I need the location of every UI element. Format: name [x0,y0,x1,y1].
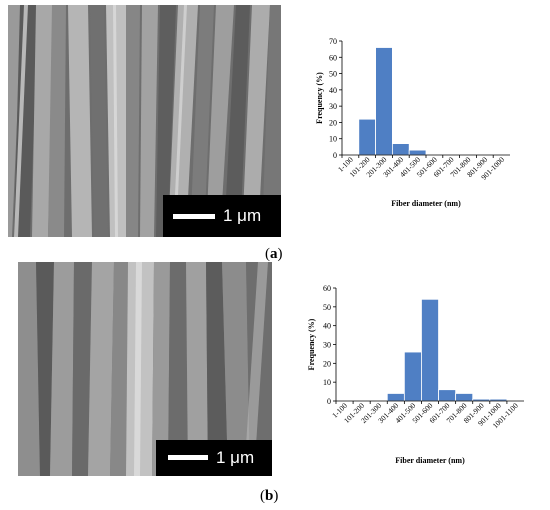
sem-fibers-b [18,262,272,476]
y-tick-label-1-0: 0 [327,397,331,406]
y-tick-label-1-2: 20 [323,359,331,368]
sem-image-b: 1 μm [18,262,272,476]
scale-bar-b [168,455,208,460]
bar-1-7 [455,393,474,402]
bar-0-2 [375,47,393,156]
x-axis-title-1: Fiber diameter (nm) [395,456,465,465]
y-tick-label-1-4: 40 [323,322,331,331]
scale-bar-a [173,214,215,219]
y-tick-label-0-1: 10 [329,135,337,144]
bar-0-3 [392,143,410,156]
y-tick-label-0-0: 0 [333,151,337,160]
scale-box-b: 1 μm [156,440,272,476]
bar-0-4 [408,149,427,156]
y-tick-label-0-6: 60 [329,53,337,62]
panel-label-a: (a) [265,246,283,262]
scale-label-a: 1 μm [223,206,262,225]
y-tick-label-0-3: 30 [329,102,337,111]
histogram-a: 0102030405060701-100101-200201-300301-40… [315,37,510,208]
panel-label-b: (b) [260,488,279,504]
x-axis-title-0: Fiber diameter (nm) [391,199,461,208]
y-tick-label-1-6: 60 [323,284,331,293]
sem-image-a: 1 μm [8,5,281,237]
y-axis-title-1: Frequency (%) [307,318,316,370]
y-tick-label-0-5: 50 [329,70,337,79]
scale-label-b: 1 μm [216,448,255,467]
y-tick-label-1-1: 10 [323,378,331,387]
bar-1-5 [421,298,439,402]
y-tick-label-0-4: 40 [329,86,337,95]
y-tick-label-0-7: 70 [329,37,337,46]
y-tick-label-1-3: 30 [323,341,331,350]
bar-1-3 [386,393,405,402]
sem-fibers-a [8,5,281,237]
bar-1-6 [438,389,457,402]
bar-1-4 [403,351,422,402]
bar-0-1 [358,118,376,156]
y-tick-label-1-5: 50 [323,303,331,312]
scale-box-a: 1 μm [163,195,281,237]
y-tick-label-0-2: 20 [329,118,337,127]
histogram-b: 01020304050601-100101-200201-300301-4004… [307,284,524,465]
y-axis-title-0: Frequency (%) [315,72,324,124]
